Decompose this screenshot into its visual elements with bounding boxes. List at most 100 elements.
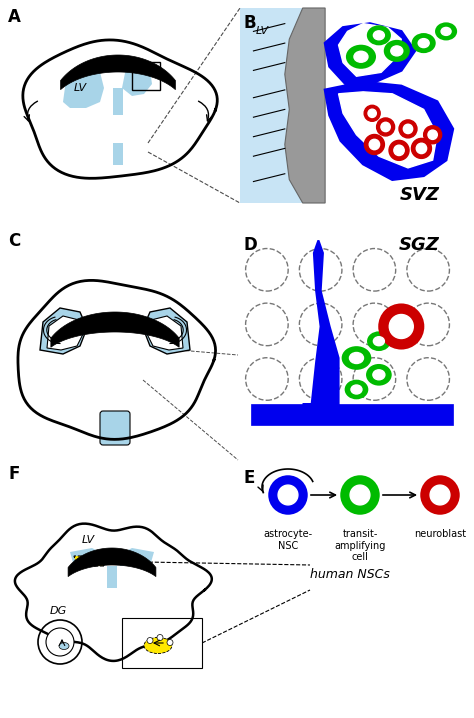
Circle shape xyxy=(353,303,396,345)
Polygon shape xyxy=(251,404,453,425)
Circle shape xyxy=(407,303,449,345)
Text: neuroblast: neuroblast xyxy=(414,529,466,539)
Circle shape xyxy=(430,485,450,505)
Text: SGZ: SGZ xyxy=(399,236,439,253)
Ellipse shape xyxy=(368,27,390,45)
Text: LV: LV xyxy=(73,83,87,93)
Circle shape xyxy=(411,139,431,159)
Circle shape xyxy=(246,248,288,291)
Circle shape xyxy=(46,628,74,656)
Circle shape xyxy=(246,303,288,345)
Circle shape xyxy=(379,304,423,348)
Circle shape xyxy=(377,118,394,136)
Ellipse shape xyxy=(385,41,409,61)
Polygon shape xyxy=(47,316,83,350)
Ellipse shape xyxy=(391,46,403,56)
Text: A: A xyxy=(8,8,21,26)
Polygon shape xyxy=(74,556,104,566)
Ellipse shape xyxy=(354,51,368,62)
Ellipse shape xyxy=(368,332,390,350)
Text: F: F xyxy=(8,465,19,483)
Circle shape xyxy=(270,477,306,513)
Circle shape xyxy=(342,477,378,513)
Polygon shape xyxy=(325,82,453,180)
Ellipse shape xyxy=(441,27,451,35)
Text: D: D xyxy=(244,236,258,254)
Circle shape xyxy=(246,358,288,400)
Circle shape xyxy=(407,248,449,291)
Polygon shape xyxy=(63,66,104,108)
Ellipse shape xyxy=(351,385,362,394)
Polygon shape xyxy=(303,241,338,404)
Ellipse shape xyxy=(436,24,456,39)
Circle shape xyxy=(381,122,390,131)
Text: DG: DG xyxy=(106,317,124,327)
Circle shape xyxy=(38,620,82,664)
Ellipse shape xyxy=(347,46,375,67)
Polygon shape xyxy=(68,548,156,577)
Polygon shape xyxy=(113,88,123,115)
Circle shape xyxy=(389,140,409,160)
Polygon shape xyxy=(147,316,183,350)
Polygon shape xyxy=(325,24,415,86)
Polygon shape xyxy=(120,548,154,566)
Circle shape xyxy=(278,485,298,505)
Circle shape xyxy=(300,248,342,291)
Bar xyxy=(113,143,123,165)
Circle shape xyxy=(147,638,153,643)
Circle shape xyxy=(364,106,380,121)
Polygon shape xyxy=(143,308,190,354)
Bar xyxy=(132,62,160,90)
Ellipse shape xyxy=(367,365,391,385)
Ellipse shape xyxy=(374,337,384,345)
Circle shape xyxy=(389,314,413,338)
Circle shape xyxy=(157,635,163,640)
Ellipse shape xyxy=(343,347,371,369)
Bar xyxy=(107,566,117,588)
Bar xyxy=(240,8,312,203)
Polygon shape xyxy=(285,8,325,203)
Circle shape xyxy=(353,358,396,400)
Circle shape xyxy=(350,485,370,505)
Polygon shape xyxy=(70,548,104,566)
Polygon shape xyxy=(51,312,179,348)
Ellipse shape xyxy=(346,381,367,398)
Ellipse shape xyxy=(418,39,429,47)
Ellipse shape xyxy=(144,638,172,653)
Ellipse shape xyxy=(349,353,364,363)
Text: SVZ: SVZ xyxy=(399,186,439,204)
Text: transit-
amplifying
cell: transit- amplifying cell xyxy=(334,529,386,562)
Circle shape xyxy=(407,358,449,400)
Text: LV: LV xyxy=(256,27,269,37)
Polygon shape xyxy=(122,64,152,96)
Polygon shape xyxy=(61,55,175,90)
Text: LV: LV xyxy=(82,535,94,545)
Circle shape xyxy=(365,134,384,154)
Circle shape xyxy=(353,248,396,291)
Circle shape xyxy=(424,126,442,144)
Circle shape xyxy=(368,109,376,118)
Text: astrocyte-
NSC: astrocyte- NSC xyxy=(264,529,312,551)
Ellipse shape xyxy=(373,370,385,380)
Text: B: B xyxy=(244,14,256,32)
Ellipse shape xyxy=(374,31,384,39)
FancyBboxPatch shape xyxy=(100,411,130,445)
Circle shape xyxy=(394,145,404,156)
Text: E: E xyxy=(244,469,255,487)
Polygon shape xyxy=(338,24,401,76)
Polygon shape xyxy=(40,308,87,354)
Polygon shape xyxy=(338,92,437,168)
Text: human NSCs: human NSCs xyxy=(310,569,390,582)
Circle shape xyxy=(300,358,342,400)
Circle shape xyxy=(300,303,342,345)
Circle shape xyxy=(369,139,380,149)
Bar xyxy=(122,618,202,668)
Circle shape xyxy=(428,130,438,139)
Ellipse shape xyxy=(59,643,69,650)
Text: DG: DG xyxy=(49,606,67,616)
Circle shape xyxy=(399,120,417,138)
Circle shape xyxy=(403,124,413,134)
Circle shape xyxy=(422,477,458,513)
Circle shape xyxy=(167,640,173,645)
Circle shape xyxy=(416,143,427,154)
